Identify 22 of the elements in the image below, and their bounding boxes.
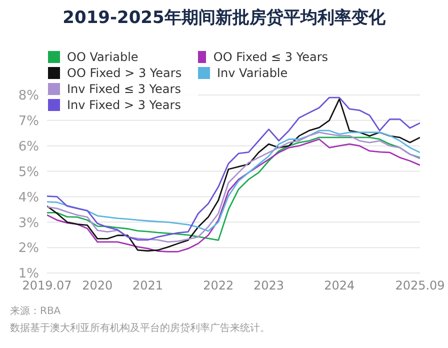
y-tick-label: 7% — [18, 114, 39, 130]
y-tick-label: 6% — [18, 139, 39, 154]
y-tick-label: 2% — [18, 241, 39, 256]
x-tick-label: 2020 — [82, 278, 113, 293]
text: 数据基于澳大利亚所有机构及平台的房贷利率广告来统计。 — [10, 322, 270, 335]
x-tick-label: 2024 — [324, 278, 355, 293]
legend-label: Inv Fixed > 3 Years — [67, 98, 181, 112]
legend-label: OO Fixed ≤ 3 Years — [213, 50, 328, 64]
y-tick-label: 3% — [18, 216, 39, 231]
source-note: 来源：RBA — [10, 304, 61, 318]
y-tick-label: 4% — [18, 190, 39, 206]
legend-label: OO Fixed > 3 Years — [67, 66, 182, 80]
legend-label: Inv Variable — [217, 66, 288, 80]
x-tick-label: 2023 — [254, 278, 284, 293]
x-tick-label: 2021 — [132, 278, 164, 293]
x-tick-label: 2025.09 — [395, 278, 445, 293]
chart-title: 2019-2025年期间新批房贷平均利率变化 — [62, 7, 386, 29]
y-tick-label: 5% — [18, 164, 39, 180]
legend-label: OO Variable — [67, 50, 138, 64]
x-tick-label: 2022 — [203, 278, 234, 293]
legend-label: Inv Fixed ≤ 3 Years — [67, 82, 181, 96]
y-tick-label: 8% — [18, 88, 39, 104]
